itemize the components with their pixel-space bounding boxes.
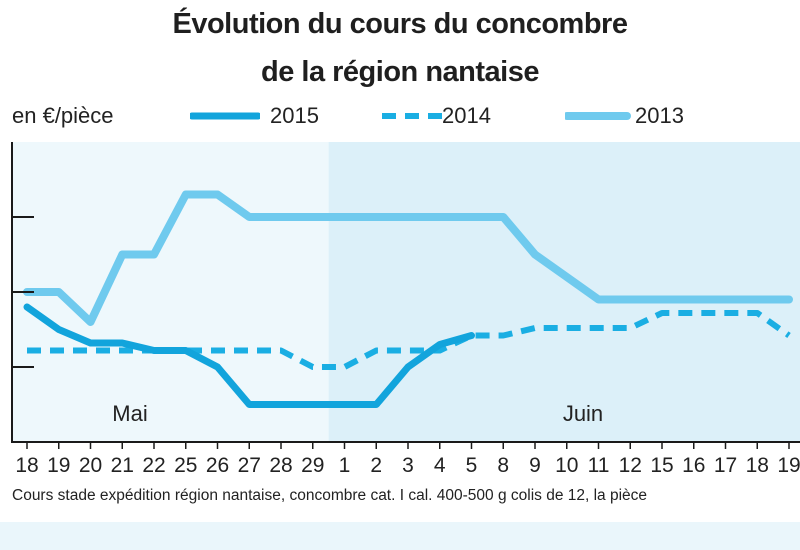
legend-label-2013: 2013 xyxy=(635,103,684,128)
series-line-2015 xyxy=(23,303,475,408)
x-tick-label: 27 xyxy=(238,454,261,477)
x-tick-label: 25 xyxy=(174,454,197,477)
x-tick-label: 26 xyxy=(206,454,229,477)
x-tick-label: 20 xyxy=(79,454,102,477)
legend: en €/pièce 2015 2014 2013 xyxy=(0,100,800,134)
x-tick-label: 29 xyxy=(301,454,324,477)
y-axis-unit-label: en €/pièce xyxy=(12,103,114,128)
bottom-band xyxy=(0,522,800,550)
legend-item-2015: 2015 xyxy=(190,100,340,134)
month-label-mai: Mai xyxy=(112,401,147,426)
x-tick-label: 5 xyxy=(466,454,478,477)
x-tick-label: 8 xyxy=(497,454,509,477)
legend-swatch-2015 xyxy=(190,112,260,120)
x-tick-label: 28 xyxy=(269,454,292,477)
x-tick-label: 11 xyxy=(588,454,610,477)
month-band-juin xyxy=(328,142,800,442)
x-tick-label: 3 xyxy=(402,454,414,477)
x-tick-label: 1 xyxy=(339,454,351,477)
series-line-2013 xyxy=(23,190,793,326)
x-tick-label: 21 xyxy=(111,454,134,477)
legend-item-2013: 2013 xyxy=(565,100,715,134)
chart-title-line2: de la région nantaise xyxy=(261,56,539,88)
legend-label-2014: 2014 xyxy=(442,103,491,128)
chart-title-line1: Évolution du cours du concombre xyxy=(172,8,628,40)
x-tick-label: 16 xyxy=(682,454,705,477)
x-tick-label: 10 xyxy=(555,454,578,477)
x-tick-label: 19 xyxy=(777,454,800,477)
legend-label-2015: 2015 xyxy=(270,103,319,128)
x-tick-label: 12 xyxy=(619,454,642,477)
x-tick-label: 18 xyxy=(15,454,38,477)
x-tick-label: 18 xyxy=(746,454,769,477)
legend-swatch-2014 xyxy=(382,113,448,119)
x-tick-label: 19 xyxy=(47,454,70,477)
x-tick-label: 2 xyxy=(370,454,382,477)
month-label-juin: Juin xyxy=(563,401,603,426)
x-tick-label: 9 xyxy=(529,454,541,477)
month-band-mai xyxy=(12,142,329,442)
chart-footnote: Cours stade expédition région nantaise, … xyxy=(12,487,648,504)
x-tick-label: 15 xyxy=(650,454,673,477)
x-tick-label: 17 xyxy=(714,454,737,477)
legend-item-2014: 2014 xyxy=(380,100,530,134)
legend-swatch-2013 xyxy=(565,112,631,120)
x-tick-label: 22 xyxy=(142,454,165,477)
x-tick-label: 4 xyxy=(434,454,446,477)
